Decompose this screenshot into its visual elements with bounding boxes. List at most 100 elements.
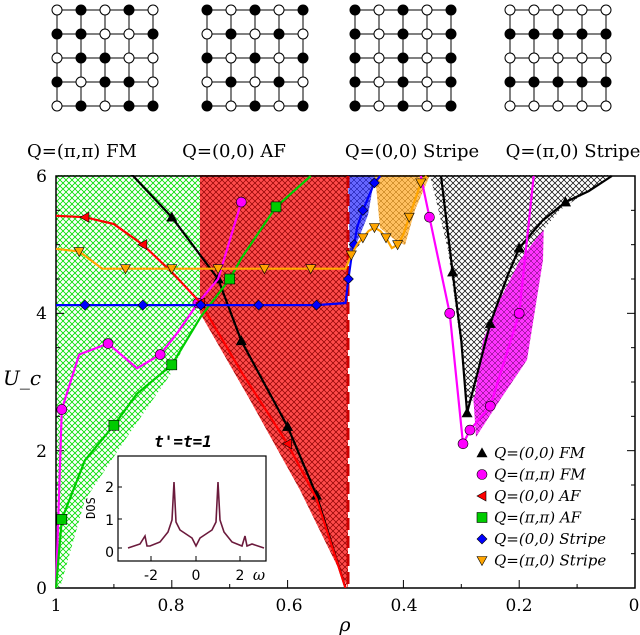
- lattice-site: [225, 100, 237, 112]
- data-point: [235, 196, 247, 208]
- lattice-site: [445, 4, 457, 16]
- data-point: [380, 233, 392, 244]
- lattice-site: [123, 52, 135, 64]
- data-point: [368, 223, 380, 234]
- lattice-site: [421, 100, 433, 112]
- data-point: [342, 273, 354, 285]
- data-point: [464, 424, 476, 436]
- series-line: [439, 175, 613, 414]
- lattice-site: [249, 28, 261, 40]
- x-tick-label: 0.2: [505, 596, 532, 616]
- region-blue-hatched: [348, 175, 375, 262]
- data-point: [345, 250, 357, 261]
- lattice-site: [297, 100, 309, 112]
- lattice-site: [600, 4, 612, 16]
- lattice-site: [51, 100, 63, 112]
- data-point: [166, 211, 178, 222]
- lattice-caption-2: Q=(0,0) AF: [182, 141, 286, 162]
- region-black-hatched: [430, 175, 611, 410]
- lattice-site: [373, 76, 385, 88]
- lattice-site: [421, 52, 433, 64]
- lattice-site: [397, 4, 409, 16]
- series-stripepi0-7: [55, 175, 428, 275]
- data-point: [270, 201, 282, 213]
- legend-label: Q=(π,0) Stripe: [494, 552, 606, 570]
- data-point: [258, 264, 270, 275]
- lattice-site: [528, 28, 540, 40]
- data-point: [476, 556, 488, 567]
- lattice-site: [123, 28, 135, 40]
- lattice-site: [600, 52, 612, 64]
- lattice-site: [201, 52, 213, 64]
- legend-label: Q=(π,π) FM: [494, 466, 586, 484]
- y-tick-label: 2: [36, 442, 47, 462]
- lattice-site: [201, 28, 213, 40]
- lattice-site: [373, 100, 385, 112]
- data-point: [79, 211, 90, 223]
- lattice-caption-1: Q=(π,π) FM: [27, 141, 137, 162]
- data-point: [403, 212, 415, 223]
- data-point: [212, 264, 224, 275]
- lattice-site: [576, 76, 588, 88]
- data-point: [513, 308, 525, 319]
- data-point: [253, 299, 265, 311]
- series-fm00-0: [130, 175, 347, 588]
- y-tick-label: 4: [36, 304, 47, 324]
- lattice-site: [576, 100, 588, 112]
- series-fm00-1: [439, 175, 613, 418]
- x-tick-label: 0.4: [390, 596, 417, 616]
- lattice-site: [99, 76, 111, 88]
- inset-x-tick: 2: [236, 568, 245, 584]
- lattice-site: [397, 100, 409, 112]
- data-point: [305, 264, 317, 275]
- data-point: [73, 247, 85, 258]
- lattice-site: [273, 76, 285, 88]
- region-green-hatched: [56, 175, 200, 588]
- lattice-site: [297, 28, 309, 40]
- series-fmpipi-3: [419, 175, 535, 450]
- data-point: [102, 338, 114, 349]
- data-point: [137, 239, 148, 251]
- series-afpipi-5: [55, 175, 312, 588]
- lattice-site: [51, 28, 63, 40]
- lattice-site: [297, 76, 309, 88]
- phase-regions: [56, 175, 611, 588]
- lattice-site: [504, 100, 516, 112]
- data-point: [56, 404, 68, 415]
- lattice-site: [552, 28, 564, 40]
- lattice-site: [273, 28, 285, 40]
- lattice-site: [504, 28, 516, 40]
- lattice-site: [504, 4, 516, 16]
- lattice-site: [373, 28, 385, 40]
- legend-label: Q=(0,0) Stripe: [494, 530, 606, 548]
- lattice-site: [397, 76, 409, 88]
- data-point: [369, 177, 380, 189]
- lattice-site: [273, 52, 285, 64]
- lattice-site: [552, 76, 564, 88]
- lattice-site: [99, 52, 111, 64]
- lattice-site: [297, 4, 309, 16]
- inset-y-tick: 1: [105, 513, 114, 529]
- lattice-site: [147, 28, 159, 40]
- data-point: [392, 240, 404, 251]
- legend-label: Q=(0,0) FM: [494, 444, 586, 462]
- lattice-site: [445, 76, 457, 88]
- legend-label: Q=(π,π) AF: [494, 509, 582, 527]
- series-line: [419, 175, 535, 448]
- lattice-site: [75, 52, 87, 64]
- lattice-site: [421, 28, 433, 40]
- lattice-site: [576, 52, 588, 64]
- lattice-site: [552, 100, 564, 112]
- data-point: [154, 349, 166, 360]
- lattice-4: [504, 4, 612, 112]
- data-point: [476, 512, 488, 523]
- series-line: [130, 175, 347, 588]
- lattice-site: [349, 28, 361, 40]
- inset-y-tick: 0: [105, 545, 114, 561]
- data-point: [484, 318, 496, 328]
- y-axis-label: U_c: [3, 366, 41, 390]
- lattice-site: [445, 100, 457, 112]
- region-orange-hatched: [375, 175, 430, 245]
- data-point: [476, 533, 488, 545]
